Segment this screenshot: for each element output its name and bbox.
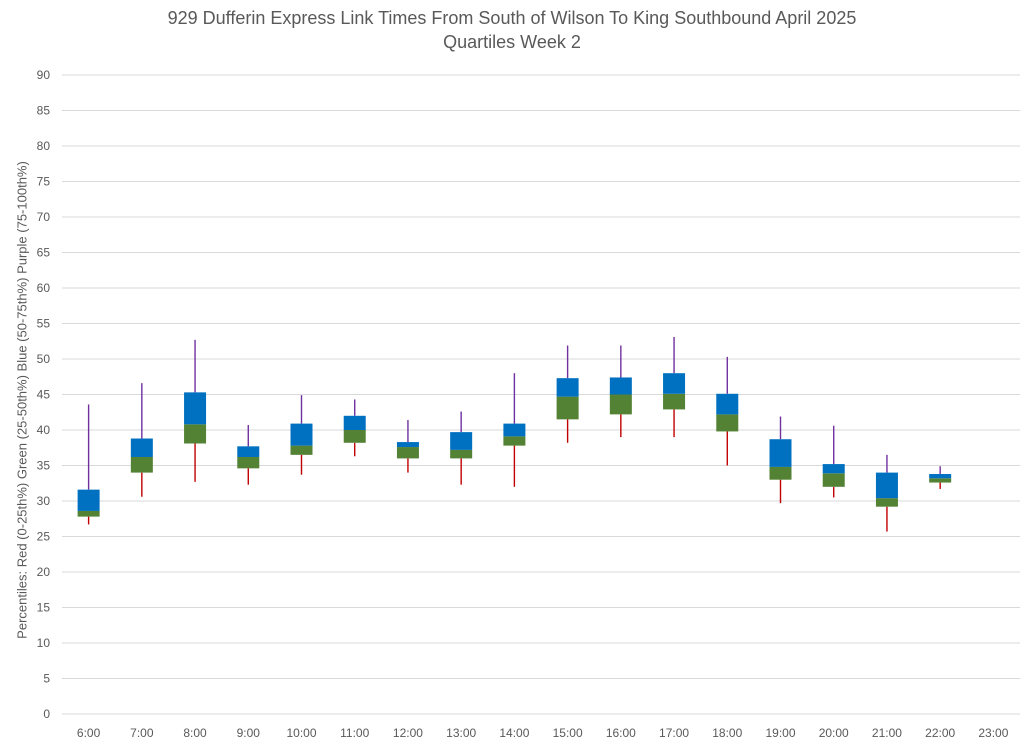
chart-subtitle: Quartiles Week 2 [443,32,581,52]
chart-title: 929 Dufferin Express Link Times From Sou… [167,8,857,28]
box-lower [609,394,632,415]
box-lower [450,449,473,459]
y-tick-label: 30 [37,494,51,508]
box-lower [184,424,207,444]
x-tick-label: 13:00 [446,726,476,740]
box-lower [769,466,792,480]
y-tick-label: 60 [37,281,51,295]
box-lower [130,456,153,473]
y-tick-label: 90 [37,68,51,82]
box-upper [503,423,526,437]
box-lower [822,473,845,487]
box-lower [929,478,952,483]
y-tick-label: 5 [43,672,50,686]
y-tick-label: 70 [37,210,51,224]
y-tick-label: 25 [37,530,51,544]
box-lower [663,393,686,410]
box-lower [237,456,260,469]
box-upper [343,415,366,430]
x-tick-label: 12:00 [393,726,423,740]
y-tick-label: 55 [37,317,51,331]
box-upper [450,432,473,450]
box-upper [77,489,100,511]
x-tick-label: 7:00 [130,726,154,740]
x-tick-label: 22:00 [925,726,955,740]
y-tick-label: 85 [37,104,51,118]
x-tick-label: 10:00 [286,726,316,740]
x-tick-label: 23:00 [978,726,1008,740]
box-upper [716,393,739,415]
box-lower [716,414,739,432]
y-tick-label: 15 [37,601,51,615]
box-lower [556,396,579,420]
box-lower [875,498,898,507]
x-tick-label: 11:00 [340,726,369,740]
box-upper [822,464,845,474]
x-tick-label: 18:00 [712,726,742,740]
y-tick-label: 45 [37,388,51,402]
box-upper [875,472,898,499]
box-lower [343,430,366,443]
y-tick-label: 20 [37,565,51,579]
x-tick-label: 19:00 [765,726,795,740]
y-tick-label: 80 [37,139,51,153]
box-upper [396,442,419,448]
x-tick-label: 21:00 [872,726,902,740]
box-upper [130,438,153,457]
y-tick-label: 50 [37,352,51,366]
box-upper [609,377,632,395]
x-tick-label: 20:00 [819,726,849,740]
x-tick-label: 16:00 [606,726,636,740]
x-tick-label: 15:00 [553,726,583,740]
box-lower [503,436,526,446]
box-upper [929,474,952,479]
box-upper [556,378,579,397]
y-tick-label: 65 [37,246,51,260]
y-tick-label: 0 [43,707,50,721]
x-tick-label: 6:00 [77,726,101,740]
box-upper [184,392,207,425]
y-tick-label: 40 [37,423,51,437]
x-tick-label: 8:00 [183,726,207,740]
y-tick-label: 75 [37,175,51,189]
box-lower [77,510,100,517]
box-upper [769,439,792,467]
box-lower [290,445,313,455]
y-tick-label: 35 [37,459,51,473]
x-tick-label: 14:00 [499,726,529,740]
box-lower [396,447,419,459]
box-upper [237,446,260,457]
y-tick-label: 10 [37,636,51,650]
box-upper [663,373,686,394]
x-tick-label: 9:00 [237,726,261,740]
x-tick-label: 17:00 [659,726,689,740]
box-upper [290,423,313,446]
